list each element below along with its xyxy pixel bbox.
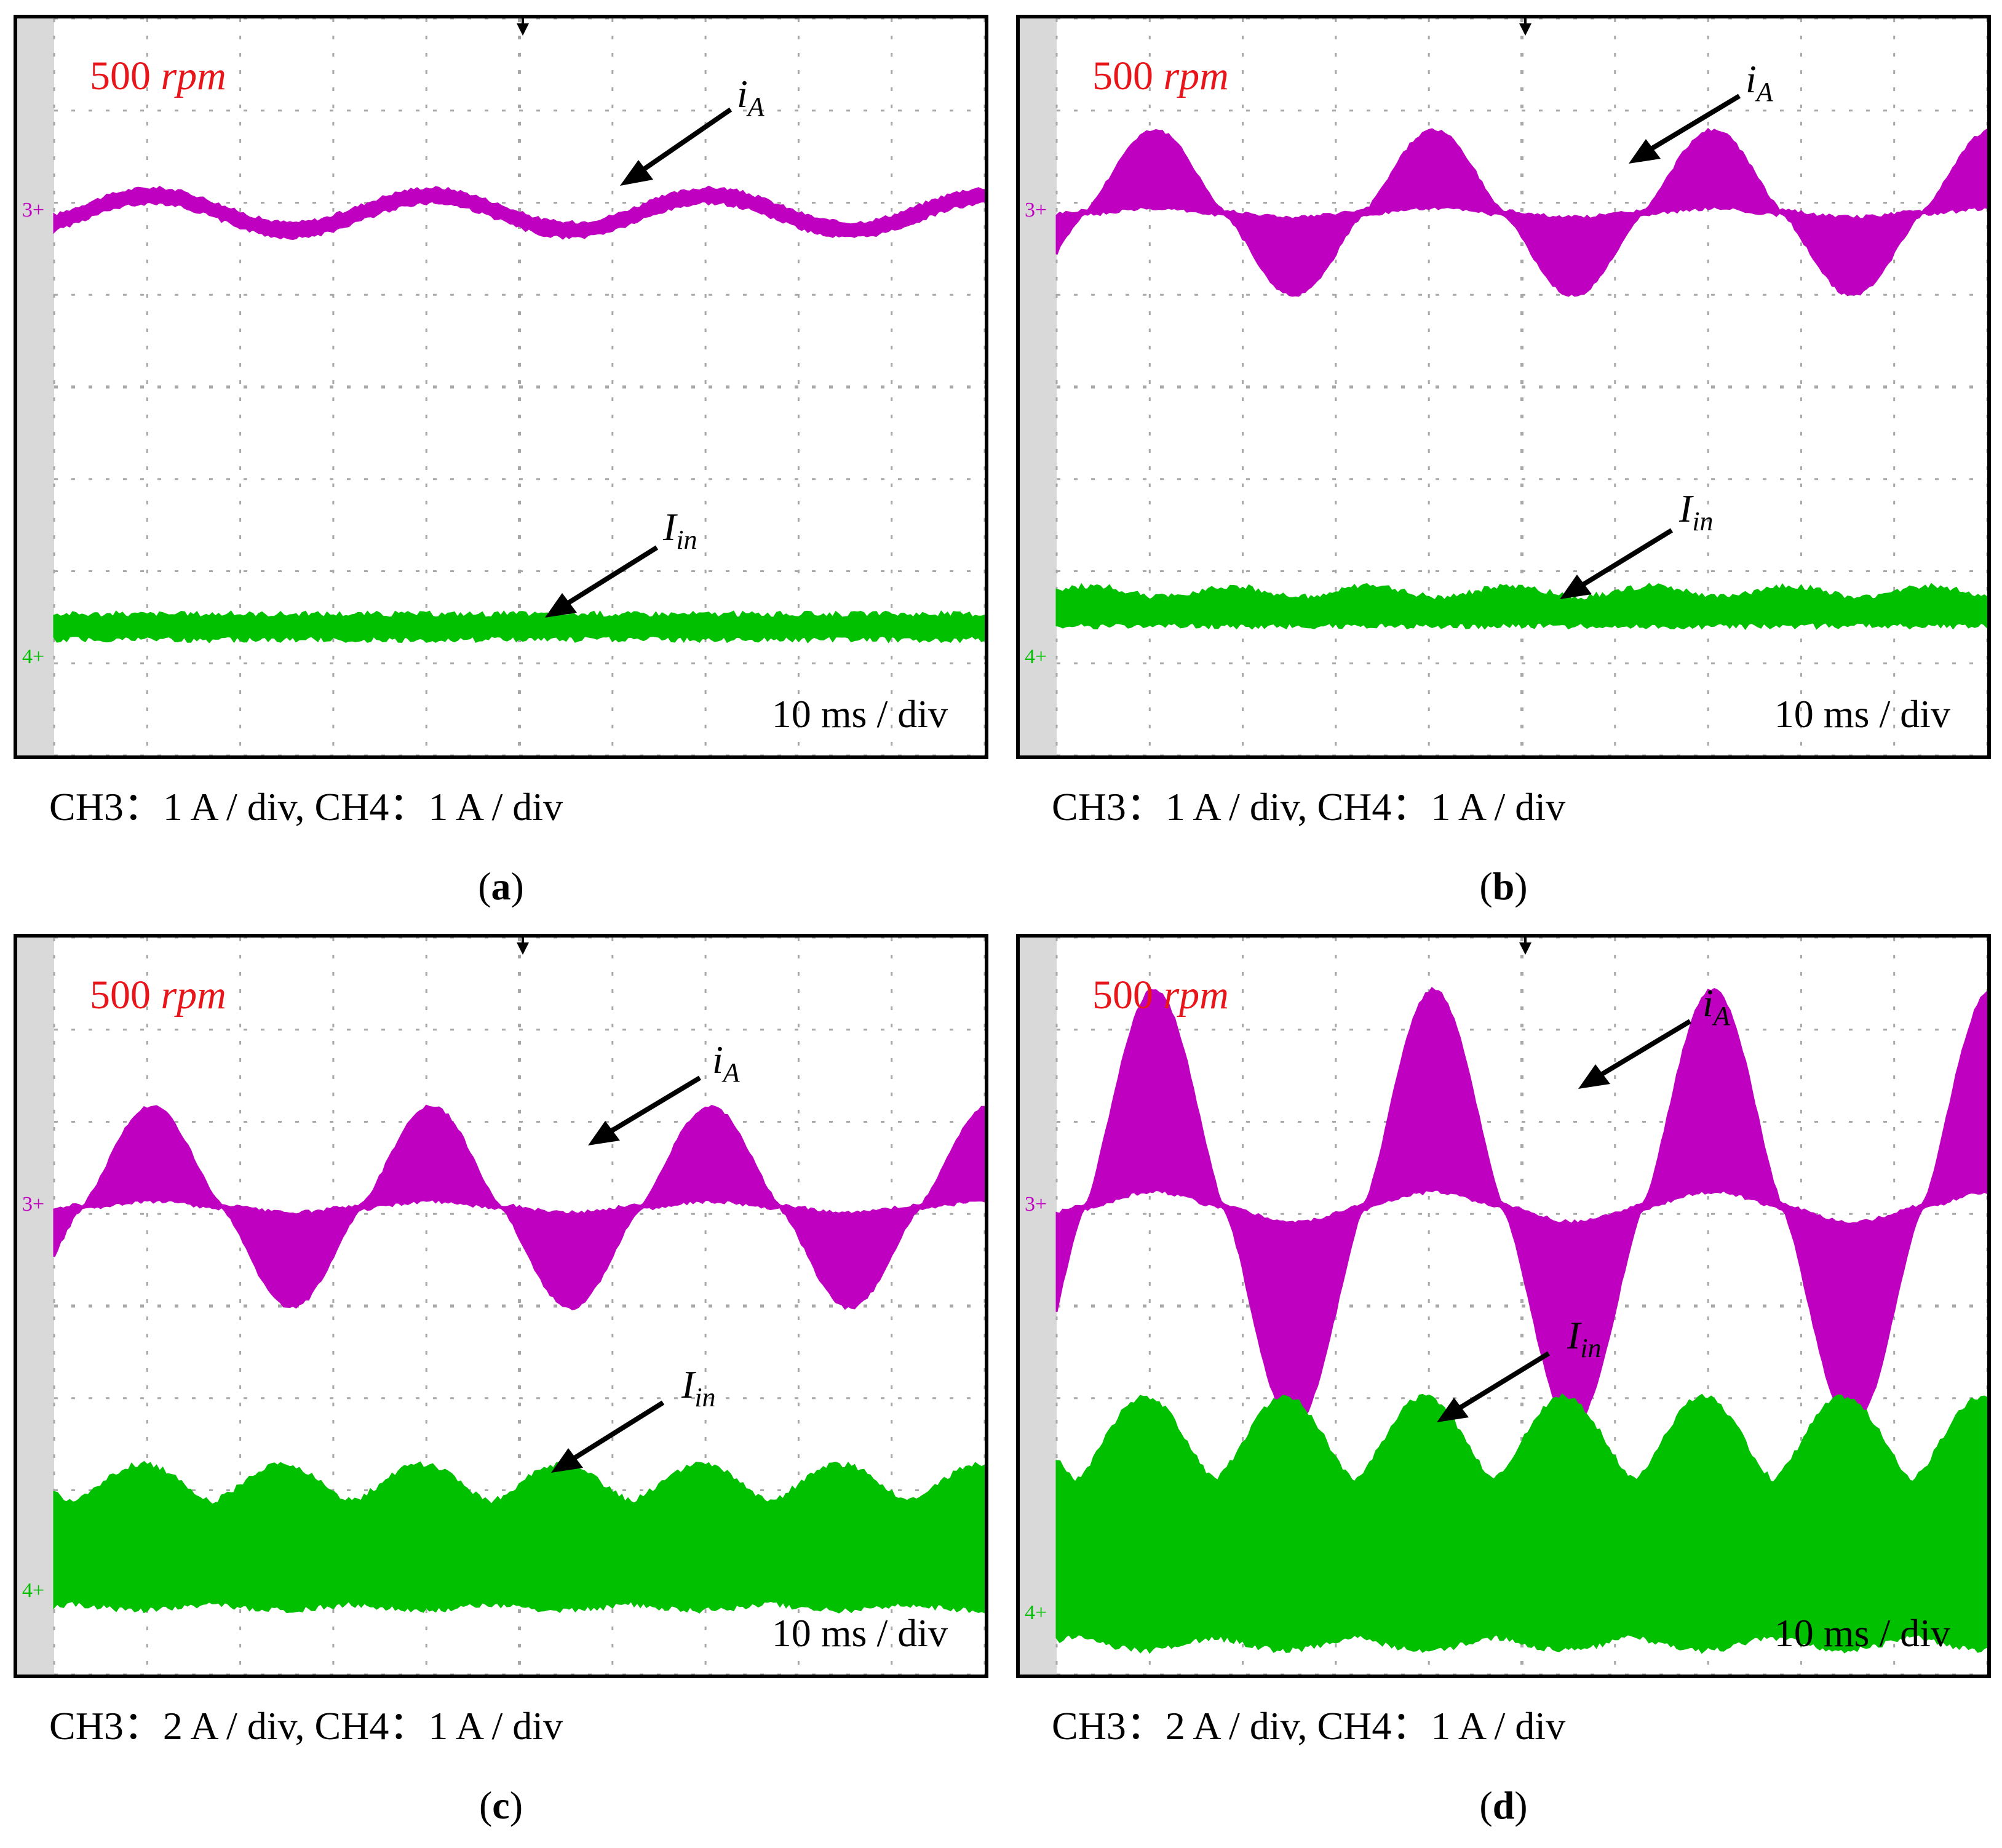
arrow-iin-head bbox=[551, 1448, 583, 1473]
channel-3-marker: 3+ bbox=[1025, 1193, 1047, 1216]
arrow-ia-head bbox=[620, 160, 653, 186]
speed-label: 500 rpm bbox=[1092, 54, 1229, 98]
iin-label: Iin bbox=[681, 1363, 716, 1412]
timebase-label: 10 ms / div bbox=[771, 1611, 948, 1655]
oscilloscope-screen: 3+ 4+ 500 rpm iA Iin 10 ms / div bbox=[14, 15, 988, 759]
panel-caption: (b) bbox=[1479, 864, 1528, 908]
channel-4-marker: 4+ bbox=[1025, 645, 1047, 668]
speed-label: 500 rpm bbox=[1092, 973, 1229, 1018]
channel-3-marker: 3+ bbox=[22, 199, 44, 221]
channel-3-marker: 3+ bbox=[1025, 199, 1047, 221]
speed-label: 500 rpm bbox=[90, 973, 226, 1018]
panel-caption: (d) bbox=[1479, 1783, 1528, 1827]
timebase-label: 10 ms / div bbox=[771, 692, 948, 736]
ia-waveform bbox=[1055, 987, 1987, 1427]
iin-waveform bbox=[53, 610, 985, 643]
scale-caption: CH3：1 A / div, CH4：1 A / div bbox=[1052, 785, 1566, 829]
grid bbox=[1055, 18, 1987, 755]
oscilloscope-screen: 3+ 4+ 500 rpm iA Iin 10 ms / div bbox=[14, 934, 988, 1678]
waveform-plot: 3+ 4+ bbox=[1020, 18, 1987, 755]
arrow-iin bbox=[1448, 1351, 1551, 1416]
ia-waveform bbox=[53, 185, 985, 241]
channel-4-marker: 4+ bbox=[22, 1579, 44, 1602]
arrow-iin bbox=[1571, 528, 1674, 593]
oscilloscope-screen: 3+ 4+ 500 rpm iA Iin 10 ms / div bbox=[1016, 934, 1991, 1678]
ia-label: iA bbox=[737, 72, 765, 122]
ia-label: iA bbox=[1746, 57, 1773, 107]
arrow-ia-head bbox=[1578, 1064, 1610, 1089]
trigger-marker bbox=[1519, 18, 1531, 36]
channel-4-marker: 4+ bbox=[22, 645, 44, 668]
trigger-marker bbox=[1519, 938, 1531, 955]
scale-caption: CH3：2 A / div, CH4：1 A / div bbox=[49, 1704, 563, 1748]
waveform-plot: 3+ 4+ bbox=[1020, 938, 1987, 1675]
arrow-iin-head bbox=[545, 593, 577, 618]
arrow-ia-head bbox=[588, 1121, 620, 1145]
arrow-iin bbox=[563, 1400, 665, 1467]
iin-label: Iin bbox=[1567, 1313, 1602, 1363]
scope-left-strip bbox=[1020, 938, 1057, 1675]
iin-label: Iin bbox=[663, 505, 697, 555]
scope-left-strip bbox=[1020, 18, 1057, 755]
trigger-marker bbox=[517, 18, 529, 36]
grid bbox=[53, 18, 985, 755]
speed-label: 500 rpm bbox=[90, 54, 226, 98]
oscilloscope-screen: 3+ 4+ 500 rpm iA Iin 10 ms / div bbox=[1016, 15, 1991, 759]
ia-waveform bbox=[53, 1104, 985, 1311]
channel-4-marker: 4+ bbox=[1025, 1601, 1047, 1624]
iin-label: Iin bbox=[1679, 487, 1714, 536]
trigger-marker bbox=[517, 938, 529, 955]
waveform-plot: 3+ 4+ bbox=[17, 938, 985, 1675]
timebase-label: 10 ms / div bbox=[1774, 1611, 1950, 1655]
channel-3-marker: 3+ bbox=[22, 1193, 44, 1216]
arrow-iin bbox=[557, 545, 659, 611]
ia-label: iA bbox=[1702, 981, 1730, 1031]
ia-waveform bbox=[1055, 127, 1987, 297]
arrow-ia bbox=[1639, 94, 1741, 157]
scope-left-strip bbox=[17, 938, 54, 1675]
iin-waveform bbox=[1055, 583, 1987, 631]
arrow-iin-head bbox=[1437, 1398, 1469, 1422]
timebase-label: 10 ms / div bbox=[1774, 692, 1950, 736]
arrow-ia bbox=[630, 107, 733, 180]
arrow-iin-head bbox=[1560, 575, 1592, 599]
waveform-plot: 3+ 4+ bbox=[17, 18, 985, 755]
arrow-ia bbox=[600, 1075, 702, 1139]
scope-left-strip bbox=[17, 18, 54, 755]
arrow-ia bbox=[1590, 1019, 1692, 1083]
panel-caption: (a) bbox=[478, 864, 524, 908]
scale-caption: CH3：1 A / div, CH4：1 A / div bbox=[49, 785, 563, 829]
iin-waveform bbox=[53, 1460, 985, 1614]
iin-waveform bbox=[1055, 1393, 1987, 1654]
arrow-ia-head bbox=[1629, 139, 1661, 164]
panel-caption: (c) bbox=[479, 1783, 523, 1827]
ia-label: iA bbox=[712, 1038, 740, 1088]
scale-caption: CH3：2 A / div, CH4：1 A / div bbox=[1052, 1704, 1566, 1748]
